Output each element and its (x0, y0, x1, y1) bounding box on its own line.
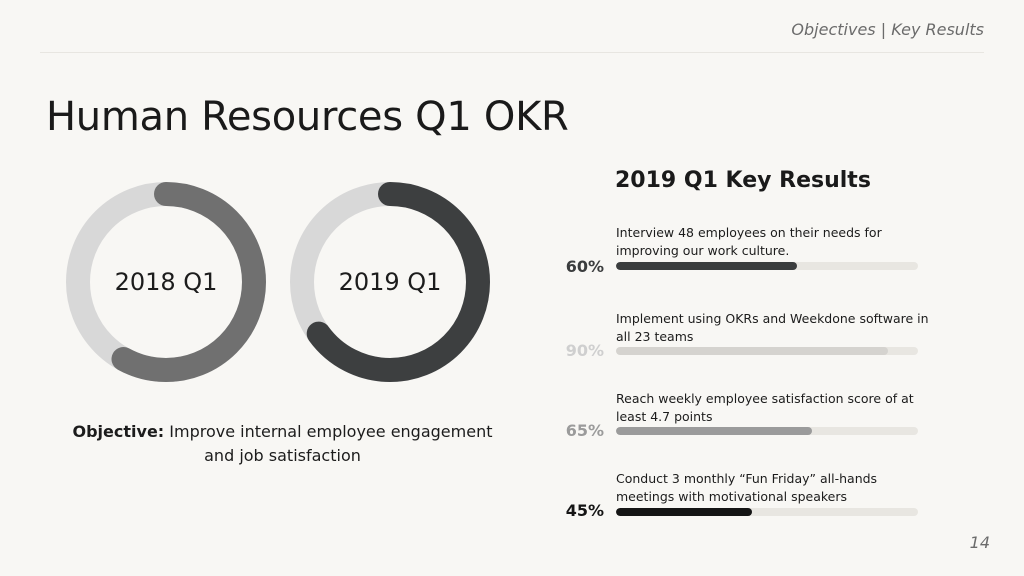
section-header: Objectives | Key Results (791, 20, 984, 39)
progress-fill (616, 347, 888, 355)
page-number: 14 (969, 533, 990, 552)
key-result-percent: 60% (565, 257, 604, 276)
progress-fill (616, 427, 813, 435)
key-result-text: Conduct 3 monthly “Fun Friday” all-hands… (616, 471, 878, 504)
donut-chart-2018: 2018 Q1 (66, 182, 266, 382)
key-results-title: 2019 Q1 Key Results (615, 168, 871, 193)
key-result-text: Reach weekly employee satisfaction score… (616, 391, 914, 424)
key-result-item: Conduct 3 monthly “Fun Friday” all-hands… (556, 470, 936, 550)
donut-chart-2019: 2019 Q1 (290, 182, 490, 382)
progress-fill (616, 508, 752, 516)
header-divider (40, 52, 984, 53)
key-result-text: Implement using OKRs and Weekdone softwa… (616, 311, 929, 344)
key-result-percent: 90% (565, 341, 604, 360)
progress-track (616, 262, 918, 270)
key-result-item: Implement using OKRs and Weekdone softwa… (556, 310, 936, 390)
page-title: Human Resources Q1 OKR (46, 94, 569, 140)
objective-statement: Objective: Improve internal employee eng… (60, 420, 505, 468)
key-result-text: Interview 48 employees on their needs fo… (616, 225, 882, 258)
progress-track (616, 427, 918, 435)
progress-fill (616, 262, 798, 270)
key-result-item: Reach weekly employee satisfaction score… (556, 390, 936, 470)
donut-label-2019: 2019 Q1 (338, 268, 442, 296)
donut-label-2018: 2018 Q1 (114, 268, 218, 296)
key-result-item: Interview 48 employees on their needs fo… (556, 224, 936, 304)
objective-text: Improve internal employee engagement and… (169, 422, 493, 465)
donut-ring-2018 (66, 182, 266, 382)
donut-ring-2019 (290, 182, 490, 382)
key-result-percent: 45% (565, 501, 604, 520)
progress-track (616, 347, 918, 355)
objective-label: Objective: (72, 422, 165, 441)
key-result-percent: 65% (565, 421, 604, 440)
progress-track (616, 508, 918, 516)
